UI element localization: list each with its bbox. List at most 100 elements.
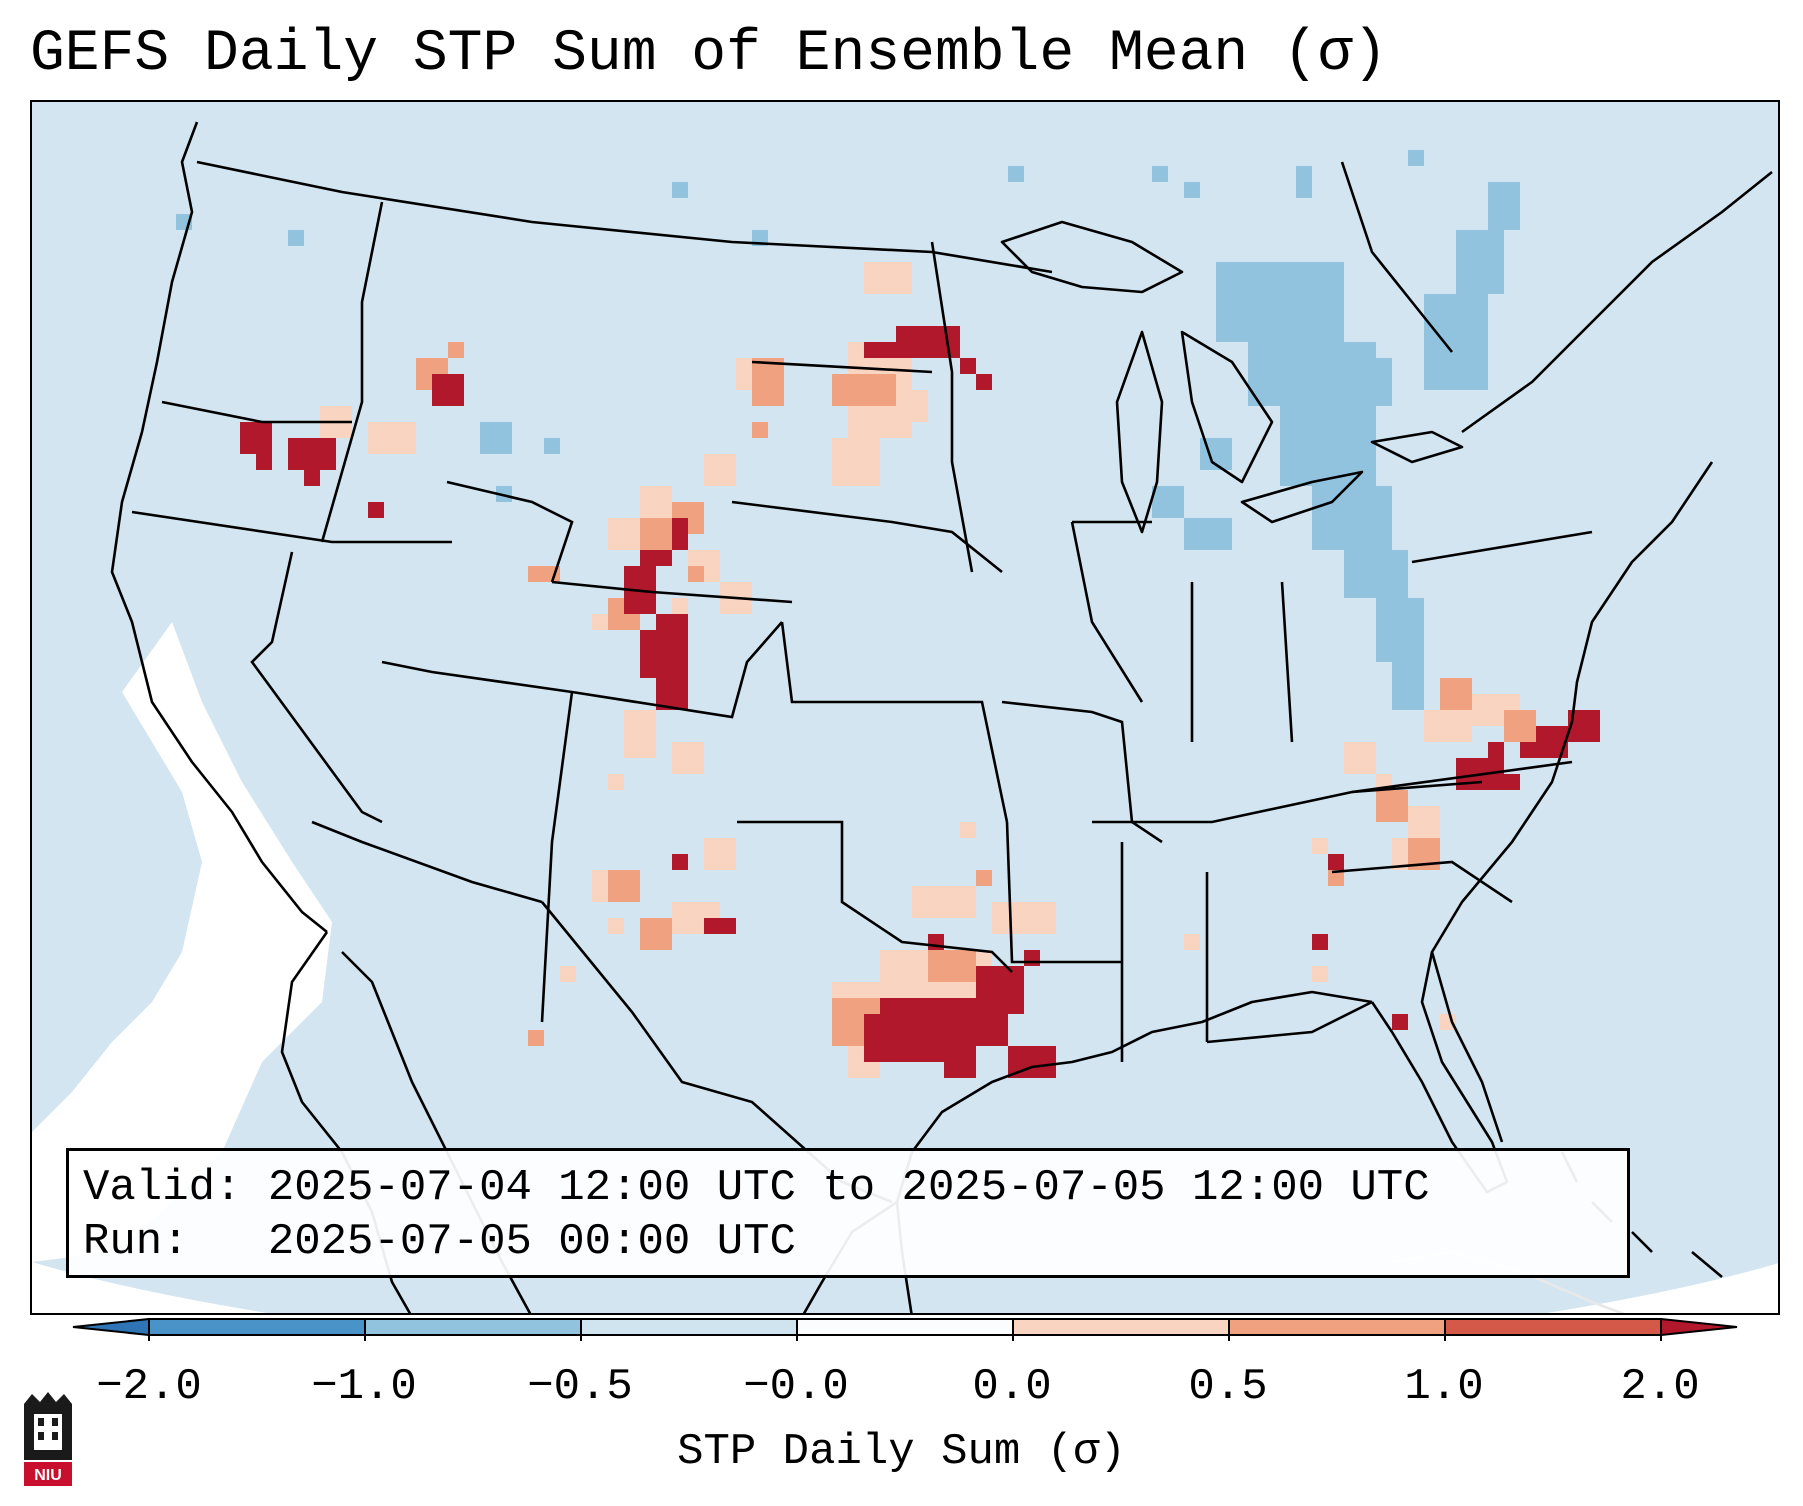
outside-domain-left <box>32 1262 268 1313</box>
negative-cell <box>1152 166 1168 182</box>
negative-cell <box>288 230 304 246</box>
mid-positive-cell <box>1376 790 1408 822</box>
mid-positive-cell <box>976 870 992 886</box>
high-positive-cell <box>864 1014 896 1062</box>
negative-anomaly-cells <box>176 150 1520 710</box>
colorbar-tick-label: −1.0 <box>311 1362 417 1412</box>
chart-title: GEFS Daily STP Sum of Ensemble Mean (σ) <box>30 22 1388 87</box>
border-wa-or <box>161 400 352 424</box>
high-positive-cell <box>1328 854 1344 870</box>
light-positive-cell <box>704 454 736 486</box>
border-ms-al <box>1120 842 1209 1062</box>
atlantic-coastline <box>1430 461 1714 1143</box>
negative-cell <box>1152 486 1184 518</box>
light-positive-cell <box>672 742 704 774</box>
light-positive-cell <box>368 422 416 454</box>
negative-cell <box>1184 182 1200 198</box>
negative-cell <box>1216 262 1344 342</box>
mid-positive-cell <box>1440 678 1472 710</box>
high-positive-cell <box>1008 998 1024 1014</box>
high-positive-cell <box>1520 742 1552 758</box>
light-positive-cell <box>624 710 656 758</box>
high-positive-cell <box>864 342 896 358</box>
logo-text: NIU <box>34 1467 62 1484</box>
light-positive-cell <box>1312 838 1328 854</box>
border-mo-ar <box>1001 700 1163 844</box>
negative-cell <box>1184 518 1232 550</box>
valid-time-box: Valid: 2025-07-04 12:00 UTC to 2025-07-0… <box>66 1148 1630 1278</box>
light-positive-cell <box>1184 934 1200 950</box>
high-positive-cells <box>240 326 1600 1078</box>
mid-positive-cell <box>608 870 640 902</box>
negative-cell <box>544 438 560 454</box>
map-panel[interactable] <box>30 100 1780 1315</box>
colorbar-tick-label: −0.5 <box>527 1362 633 1412</box>
border-id-mt <box>320 201 384 543</box>
mid-positive-cell <box>928 950 976 982</box>
light-positive-cell <box>912 886 976 918</box>
negative-cell <box>496 486 512 502</box>
colorbar-segment <box>1013 1319 1229 1335</box>
border-oh-in <box>1190 581 1294 743</box>
negative-cell <box>672 182 688 198</box>
high-positive-cell <box>1312 934 1328 950</box>
light-positive-cell <box>560 966 576 982</box>
lake-michigan <box>1115 330 1164 534</box>
light-positive-cell <box>672 598 688 614</box>
lake-ontario <box>1370 430 1464 464</box>
light-positive-cell <box>704 838 736 870</box>
near-zero-cells <box>32 622 332 1262</box>
high-positive-cell <box>672 854 688 870</box>
negative-cell <box>1456 230 1504 294</box>
colorbar-label: STP Daily Sum (σ) <box>677 1427 1126 1477</box>
valid-time-text: Valid: 2025-07-04 12:00 UTC to 2025-07-0… <box>83 1163 1430 1213</box>
negative-cell <box>1328 358 1392 406</box>
high-positive-cell <box>432 374 464 406</box>
colorbar-segment <box>365 1319 581 1335</box>
border-co-nm <box>571 621 783 719</box>
mid-positive-cell <box>752 374 784 406</box>
light-positive-cell <box>832 438 880 486</box>
mid-positive-cell <box>640 518 672 550</box>
high-positive-cell <box>640 550 672 566</box>
niu-logo-icon: NIU <box>24 1392 72 1486</box>
light-positive-cell <box>992 902 1056 934</box>
border-us-mexico <box>311 820 543 904</box>
negative-cell <box>1344 550 1408 598</box>
high-positive-cell <box>304 470 320 486</box>
high-positive-cell <box>368 502 384 518</box>
colorbar-segment <box>797 1319 1013 1335</box>
border-wi-il <box>1070 520 1152 703</box>
colorbar-tick-label: 0.5 <box>1188 1362 1268 1412</box>
border-pa-ny <box>1411 530 1593 564</box>
border-nc-sc <box>1331 860 1513 904</box>
border-nd-sd <box>751 360 933 374</box>
border-mn <box>930 241 974 573</box>
negative-cell <box>1008 166 1024 182</box>
colorbar-segment <box>1229 1319 1445 1335</box>
mid-positive-cell <box>448 342 464 358</box>
high-positive-cell <box>640 630 656 678</box>
border-tn-ky <box>1092 780 1483 824</box>
negative-cell <box>1408 150 1424 166</box>
high-positive-cell <box>960 358 976 374</box>
colorbar-tick-label: −0.0 <box>743 1362 849 1412</box>
colorbar-tick-label: −2.0 <box>96 1362 202 1412</box>
high-positive-cell <box>656 614 688 710</box>
negative-cell <box>480 422 512 454</box>
colorbar-segment <box>581 1319 797 1335</box>
lake-huron <box>1180 330 1274 484</box>
high-positive-cell <box>976 374 992 390</box>
border-or-ca <box>131 510 452 544</box>
border-ok-tx <box>737 820 1013 973</box>
colorbar <box>72 1317 1738 1341</box>
st-lawrence-shore <box>1461 170 1773 434</box>
light-positive-cell <box>960 822 976 838</box>
high-positive-cell <box>704 918 736 934</box>
mid-positive-cell <box>688 566 704 582</box>
mid-positive-cell <box>752 358 784 374</box>
border-az-nm <box>540 691 574 1023</box>
light-positive-cell <box>608 774 624 790</box>
light-positive-cell <box>1312 966 1328 982</box>
border-wy-co <box>551 580 793 604</box>
